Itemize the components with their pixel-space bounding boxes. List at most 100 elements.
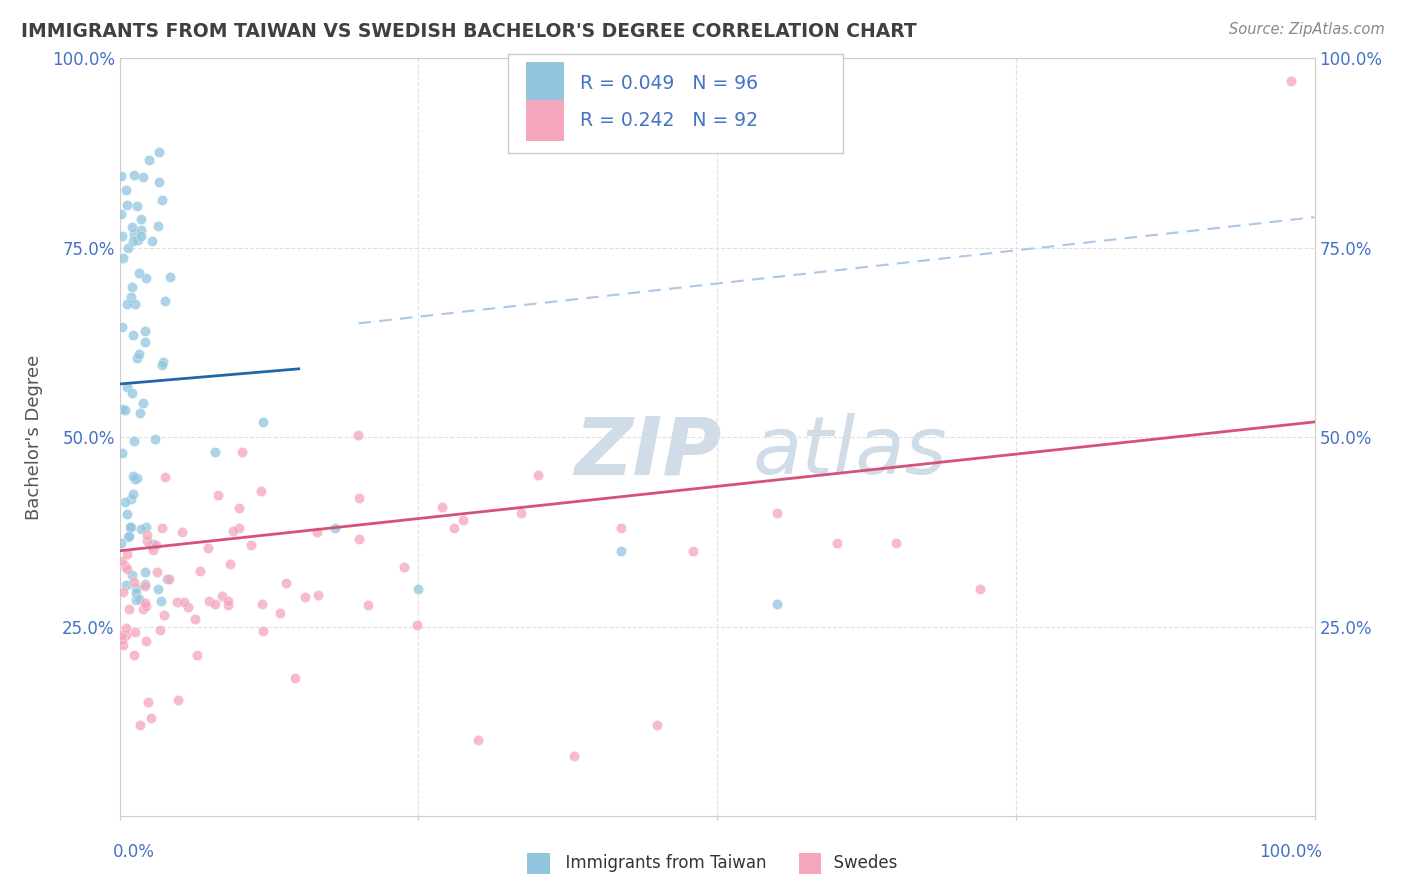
Point — [392, 560, 415, 574]
Point — [111, 446, 134, 460]
Point — [135, 520, 157, 534]
Point — [430, 500, 453, 514]
Text: R = 0.049   N = 96: R = 0.049 N = 96 — [579, 73, 758, 93]
Point — [131, 223, 153, 237]
Point — [218, 593, 240, 607]
Point — [766, 597, 789, 611]
Point — [124, 581, 146, 595]
Point — [118, 520, 141, 534]
Point — [138, 153, 160, 168]
Point — [124, 472, 146, 486]
Point — [118, 529, 141, 543]
FancyBboxPatch shape — [508, 54, 842, 153]
Point — [114, 559, 136, 574]
Point — [188, 565, 211, 579]
Point — [125, 351, 148, 365]
Point — [121, 235, 143, 249]
Point — [115, 380, 138, 394]
Point — [197, 541, 219, 555]
Point — [149, 623, 172, 637]
Point — [134, 579, 156, 593]
Point — [682, 543, 704, 558]
Point — [124, 297, 146, 311]
Point — [527, 467, 550, 482]
Point — [121, 386, 143, 401]
Point — [307, 524, 329, 539]
Point — [114, 402, 136, 417]
Point — [122, 434, 145, 449]
Point — [150, 358, 173, 372]
Point — [252, 415, 274, 429]
Point — [231, 444, 253, 458]
Point — [120, 520, 142, 534]
Point — [135, 270, 157, 285]
Point — [152, 354, 174, 368]
Point — [132, 169, 155, 184]
Point — [134, 324, 156, 338]
Point — [141, 235, 163, 249]
Point — [146, 565, 169, 579]
Point — [766, 506, 789, 520]
Point — [124, 625, 146, 640]
Point — [136, 528, 159, 542]
Bar — [526, 62, 564, 103]
Point — [121, 280, 143, 294]
Point — [121, 568, 143, 582]
Point — [134, 335, 156, 350]
Point — [269, 606, 291, 620]
Point — [610, 521, 633, 535]
Point — [562, 748, 585, 763]
Point — [184, 612, 207, 626]
Point — [357, 599, 380, 613]
Point — [112, 251, 135, 265]
Point — [139, 711, 162, 725]
Bar — [526, 100, 564, 141]
Text: atlas: atlas — [754, 413, 948, 491]
Text: 100.0%: 100.0% — [1258, 843, 1322, 861]
Point — [347, 428, 370, 442]
Text: IMMIGRANTS FROM TAIWAN VS SWEDISH BACHELOR'S DEGREE CORRELATION CHART: IMMIGRANTS FROM TAIWAN VS SWEDISH BACHEL… — [21, 22, 917, 41]
Point — [115, 547, 138, 561]
Text: 0.0%: 0.0% — [112, 843, 155, 861]
Point — [135, 633, 157, 648]
Point — [148, 145, 170, 160]
Point — [204, 597, 226, 611]
Point — [128, 592, 150, 607]
Point — [207, 488, 229, 502]
Point — [110, 207, 132, 221]
Point — [111, 229, 134, 244]
Point — [111, 402, 134, 417]
Point — [115, 621, 138, 635]
Point — [159, 269, 181, 284]
Point — [443, 521, 465, 535]
Text: Source: ZipAtlas.com: Source: ZipAtlas.com — [1229, 22, 1385, 37]
Point — [145, 539, 167, 553]
Point — [143, 433, 166, 447]
Point — [117, 241, 139, 255]
Point — [283, 671, 305, 685]
Point — [211, 589, 233, 603]
Point — [198, 594, 221, 608]
Point — [114, 495, 136, 509]
Point — [127, 233, 149, 247]
Point — [173, 594, 195, 608]
Point — [124, 574, 146, 589]
Point — [122, 328, 145, 343]
Point — [129, 212, 152, 227]
Point — [347, 491, 370, 505]
Point — [153, 608, 176, 623]
Point — [155, 572, 177, 586]
Point — [153, 294, 176, 309]
Point — [122, 648, 145, 662]
Point — [111, 633, 134, 648]
Point — [127, 471, 149, 485]
Point — [176, 599, 198, 614]
Point — [110, 169, 132, 183]
Point — [134, 566, 156, 580]
Point — [219, 557, 242, 571]
Point — [406, 617, 429, 632]
Point — [294, 591, 316, 605]
Point — [170, 524, 193, 539]
Point — [250, 483, 273, 498]
Point — [509, 506, 531, 520]
